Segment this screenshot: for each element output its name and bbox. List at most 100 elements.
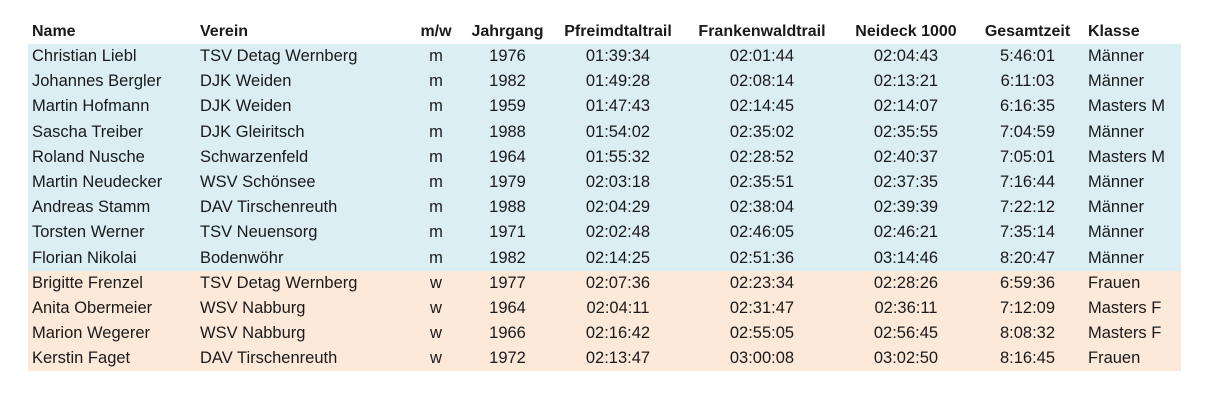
cell-gesamtzeit: 5:46:01 [999, 47, 1056, 66]
cell-name: Sascha Treiber [32, 122, 143, 141]
cell-neideck-1000: 02:28:26 [873, 273, 939, 292]
cell-pfreimdtaltrail: 01:54:02 [585, 122, 651, 141]
cell-mw: m [429, 173, 443, 192]
cell-frankenwaldtrail: 02:46:05 [729, 223, 795, 242]
table-row: Martin Neudecker WSV Schönsee m 1979 02:03:1… [28, 169, 1181, 196]
cell-jahrgang: 1988 [489, 198, 526, 217]
cell-name: Johannes Bergler [32, 72, 162, 91]
cell-pfreimdtaltrail: 02:16:42 [585, 324, 651, 343]
cell-mw: w [430, 273, 442, 292]
header-frankenwaldtrail: Frankenwaldtrail [698, 22, 826, 40]
header-name: Name [32, 22, 76, 40]
table-row: Kerstin Faget DAV Tirschenreuth w 1972 02:13… [28, 346, 1181, 372]
table-row: Johannes Bergler DJK Weiden m 1982 01:49:28 0… [28, 69, 1181, 95]
table-row: Marion Wegerer WSV Nabburg w 1966 02:16:42 02… [28, 321, 1181, 347]
cell-frankenwaldtrail: 03:00:08 [729, 349, 795, 368]
cell-jahrgang: 1964 [489, 147, 526, 166]
cell-name: Christian Liebl [32, 47, 137, 66]
cell-pfreimdtaltrail: 02:04:29 [585, 198, 651, 217]
header-klasse: Klasse [1088, 22, 1140, 40]
table-header-row: Name Verein m/w Jahrgang Pfreimdtaltrail… [28, 19, 1181, 44]
cell-jahrgang: 1982 [489, 248, 526, 267]
cell-verein: DJK Weiden [200, 97, 292, 116]
table-row: Andreas Stamm DAV Tirschenreuth m 1988 02:04… [28, 195, 1181, 221]
cell-frankenwaldtrail: 02:35:51 [729, 173, 795, 192]
cell-verein: WSV Nabburg [200, 298, 306, 317]
cell-klasse: Masters F [1088, 324, 1162, 343]
header-pfreimdtaltrail: Pfreimdtaltrail [564, 22, 672, 40]
cell-neideck-1000: 02:40:37 [873, 147, 939, 166]
cell-klasse: Masters F [1088, 298, 1162, 317]
cell-frankenwaldtrail: 02:55:05 [729, 324, 795, 343]
cell-jahrgang: 1959 [489, 97, 526, 116]
cell-name: Anita Obermeier [32, 298, 153, 317]
cell-pfreimdtaltrail: 02:02:48 [585, 223, 651, 242]
cell-frankenwaldtrail: 02:35:02 [729, 122, 795, 141]
cell-name: Florian Nikolai [32, 248, 137, 267]
cell-name: Brigitte Frenzel [32, 273, 143, 292]
cell-mw: m [429, 97, 443, 116]
cell-klasse: Männer [1088, 248, 1144, 267]
cell-verein: TSV Detag Wernberg [200, 273, 358, 292]
cell-name: Roland Nusche [32, 147, 145, 166]
cell-mw: m [429, 72, 443, 91]
cell-pfreimdtaltrail: 02:07:36 [585, 273, 651, 292]
cell-gesamtzeit: 7:05:01 [999, 147, 1056, 166]
cell-frankenwaldtrail: 02:38:04 [729, 198, 795, 217]
cell-klasse: Männer [1088, 47, 1144, 66]
cell-klasse: Männer [1088, 72, 1144, 91]
cell-neideck-1000: 02:14:07 [873, 97, 939, 116]
cell-klasse: Männer [1088, 173, 1144, 192]
cell-jahrgang: 1966 [489, 324, 526, 343]
cell-name: Marion Wegerer [32, 324, 150, 343]
cell-gesamtzeit: 6:11:03 [1000, 72, 1055, 91]
cell-name: Andreas Stamm [32, 198, 151, 217]
table-row: Roland Nusche Schwarzenfeld m 1964 01:55:32 0… [28, 144, 1181, 170]
cell-gesamtzeit: 7:16:44 [999, 173, 1056, 192]
cell-neideck-1000: 02:13:21 [873, 72, 939, 91]
cell-verein: DJK Weiden [200, 72, 292, 91]
cell-neideck-1000: 02:46:21 [873, 223, 939, 242]
cell-gesamtzeit: 6:59:36 [999, 273, 1056, 292]
cell-mw: m [429, 147, 443, 166]
cell-pfreimdtaltrail: 02:14:25 [585, 248, 651, 267]
cell-mw: m [429, 223, 443, 242]
cell-frankenwaldtrail: 02:28:52 [729, 147, 795, 166]
table-body: Christian Liebl TSV Detag Wernberg m 1976 01… [28, 44, 1181, 372]
cell-verein: TSV Detag Wernberg [200, 47, 358, 66]
cell-klasse: Männer [1088, 198, 1144, 217]
cell-mw: m [429, 122, 443, 141]
cell-gesamtzeit: 8:08:32 [999, 324, 1056, 343]
table-row: Brigitte Frenzel TSV Detag Wernberg w 1977 0… [28, 270, 1181, 296]
cell-mw: w [430, 298, 442, 317]
cell-neideck-1000: 03:14:46 [873, 248, 939, 267]
table-row: Florian Nikolai Bodenwöhr m 1982 02:14:25 02:… [28, 245, 1181, 271]
table-row: Anita Obermeier WSV Nabburg w 1964 02:04:11 0… [28, 295, 1181, 322]
cell-pfreimdtaltrail: 02:13:47 [585, 349, 651, 368]
cell-gesamtzeit: 7:04:59 [999, 122, 1056, 141]
cell-klasse: Masters M [1088, 147, 1166, 166]
cell-neideck-1000: 02:36:11 [874, 298, 938, 317]
cell-mw: w [430, 349, 442, 368]
cell-gesamtzeit: 8:16:45 [999, 349, 1056, 368]
cell-klasse: Frauen [1088, 349, 1141, 368]
cell-mw: w [430, 324, 442, 343]
cell-verein: Bodenwöhr [200, 248, 284, 267]
cell-jahrgang: 1979 [489, 173, 526, 192]
header-verein: Verein [200, 22, 249, 40]
cell-pfreimdtaltrail: 02:04:11 [586, 298, 650, 317]
cell-klasse: Männer [1088, 122, 1144, 141]
table-row: Martin Hofmann DJK Weiden m 1959 01:47:43 02:… [28, 94, 1181, 120]
cell-frankenwaldtrail: 02:23:34 [729, 273, 795, 292]
table-row: Sascha Treiber DJK Gleiritsch m 1988 01:54:0… [28, 119, 1181, 145]
cell-klasse: Masters M [1088, 97, 1166, 116]
header-jahrgang: Jahrgang [471, 22, 544, 40]
cell-gesamtzeit: 6:16:35 [999, 97, 1056, 116]
cell-frankenwaldtrail: 02:14:45 [729, 97, 795, 116]
cell-mw: m [429, 47, 443, 66]
cell-gesamtzeit: 7:35:14 [999, 223, 1056, 242]
cell-verein: DJK Gleiritsch [200, 122, 305, 141]
cell-neideck-1000: 02:37:35 [873, 173, 939, 192]
cell-frankenwaldtrail: 02:01:44 [729, 47, 795, 66]
cell-name: Torsten Werner [32, 223, 145, 242]
